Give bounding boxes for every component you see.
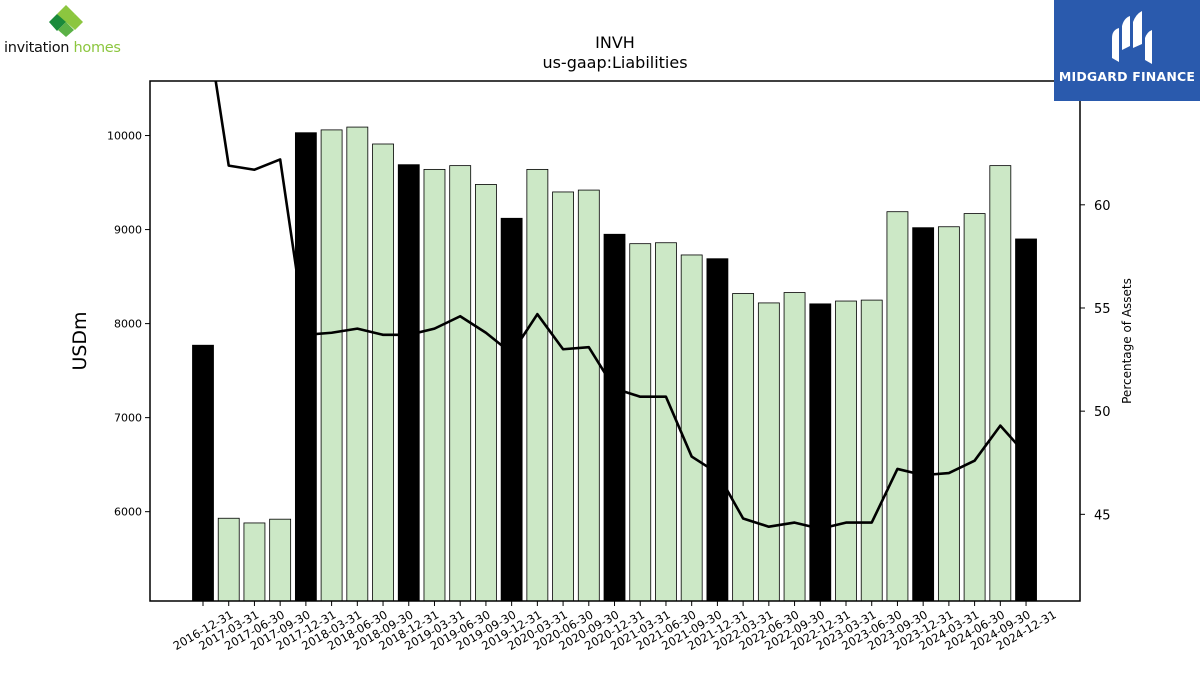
axes-group: 600070008000900010000455055602016-12-312… — [107, 130, 1111, 653]
bar-2019-09-30 — [475, 184, 497, 602]
bar-2019-12-31 — [500, 217, 523, 602]
midgard-finance-logo-icon — [1112, 11, 1152, 64]
bar-2021-03-31 — [629, 243, 652, 602]
chart-title: INVH — [595, 33, 635, 52]
bar-2018-03-31 — [320, 129, 343, 602]
y2-axis-label: Percentage of Assets — [1120, 278, 1134, 404]
bar-2018-12-31 — [397, 164, 420, 602]
y2-tick-label: 45 — [1094, 508, 1111, 523]
bar-2017-12-31 — [294, 132, 317, 602]
bar-2021-09-30 — [680, 254, 703, 602]
bar-2017-03-31 — [217, 517, 240, 602]
bar-2020-03-31 — [526, 168, 549, 602]
bar-2023-03-31 — [835, 300, 857, 602]
y-axis-label: USDm — [69, 311, 91, 370]
bar-2024-03-31 — [937, 226, 960, 602]
bar-2016-12-31 — [192, 344, 214, 602]
invitation-homes-wordmark: invitation homes — [4, 40, 121, 56]
bar-2022-03-31 — [732, 293, 755, 602]
y2-tick-label: 60 — [1094, 199, 1111, 214]
bars-group — [192, 126, 1037, 602]
invitation-homes-logo: invitation homes — [0, 0, 140, 70]
wordmark-part2: homes — [69, 40, 121, 56]
bar-2020-12-31 — [603, 233, 626, 602]
wordmark-part1: invitation — [4, 40, 70, 56]
bar-2023-09-30 — [886, 211, 909, 602]
y2-tick-label: 50 — [1094, 405, 1111, 420]
y-tick-label: 9000 — [114, 224, 142, 237]
bar-2023-06-30 — [860, 299, 883, 602]
percent-line-group — [214, 81, 1028, 531]
bar-2017-09-30 — [269, 518, 292, 602]
bar-2019-06-30 — [449, 165, 472, 602]
plot-frame — [149, 80, 1081, 602]
bar-2021-06-30 — [655, 242, 677, 602]
bar-2020-09-30 — [577, 189, 600, 602]
percent-of-assets-line — [214, 81, 1028, 531]
bar-2022-09-30 — [783, 292, 806, 602]
y-tick-label: 8000 — [114, 318, 142, 331]
bar-2020-06-30 — [552, 191, 574, 602]
bar-2021-12-31 — [706, 258, 729, 602]
midgard-finance-logo: MIDGARD FINANCE — [1054, 0, 1200, 101]
invitation-homes-logo-icon — [49, 5, 83, 37]
bar-2018-06-30 — [346, 126, 369, 602]
y-tick-label: 7000 — [114, 412, 142, 425]
bar-2022-12-31 — [809, 303, 832, 602]
y2-tick-label: 55 — [1094, 302, 1111, 317]
y-tick-label: 10000 — [107, 130, 142, 143]
bar-2023-12-31 — [912, 227, 935, 602]
chart-subtitle: us-gaap:Liabilities — [542, 53, 687, 72]
bar-2017-06-30 — [243, 522, 266, 602]
midgard-finance-wordmark: MIDGARD FINANCE — [1058, 69, 1196, 84]
bar-2024-09-30 — [989, 165, 1012, 602]
bar-2024-06-30 — [963, 213, 986, 602]
bar-2018-09-30 — [372, 143, 394, 602]
bar-2024-12-31 — [1015, 238, 1037, 602]
bar-2019-03-31 — [423, 168, 446, 602]
bar-2022-06-30 — [757, 302, 780, 602]
y-tick-label: 6000 — [114, 506, 142, 519]
